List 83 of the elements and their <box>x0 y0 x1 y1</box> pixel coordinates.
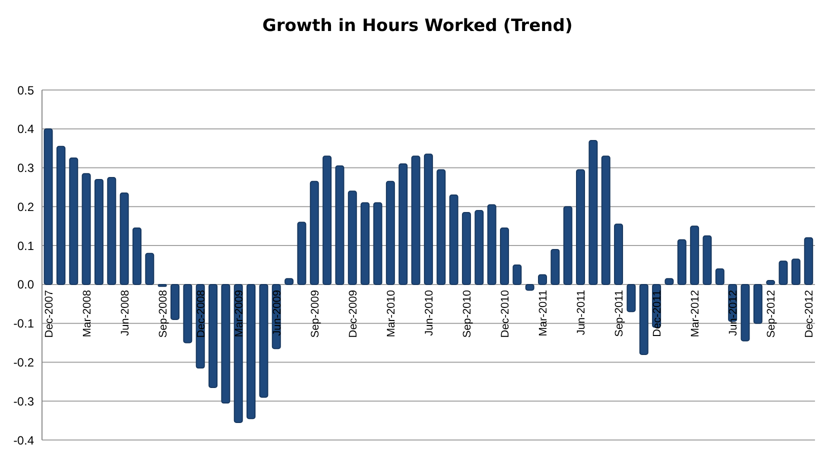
chart-title: Growth in Hours Worked (Trend) <box>261 16 574 36</box>
bar <box>411 156 420 285</box>
x-tick-label: Mar-2012 <box>690 290 702 338</box>
bar <box>500 228 509 285</box>
x-tick-label: Mar-2009 <box>233 290 246 338</box>
x-tick-label: Dec-2008 <box>195 290 208 338</box>
bar <box>208 284 218 388</box>
bar <box>550 248 560 285</box>
bar <box>297 222 306 285</box>
bar <box>639 284 648 355</box>
y-tick-label: 0.4 <box>17 122 34 136</box>
y-tick-label: 0.1 <box>17 238 34 253</box>
y-tick-label: 0.0 <box>17 278 34 292</box>
bar <box>398 163 408 285</box>
bar <box>576 169 586 285</box>
y-tick-label: -0.2 <box>13 355 34 370</box>
bar <box>702 235 712 285</box>
x-tick-label: Sep-2008 <box>157 290 170 338</box>
bar <box>791 258 800 285</box>
y-tick-label: -0.4 <box>13 433 34 448</box>
x-tick-label: Jun-2010 <box>424 290 436 336</box>
bar <box>740 284 750 342</box>
x-tick-label: Dec-2009 <box>347 290 360 338</box>
bar <box>44 128 53 285</box>
bar <box>563 206 572 285</box>
x-tick-label: Mar-2010 <box>385 290 398 338</box>
bar <box>259 284 268 398</box>
bar <box>462 212 471 285</box>
bar <box>690 226 700 285</box>
bar <box>512 264 522 285</box>
bar <box>804 237 814 285</box>
bar <box>335 165 344 285</box>
bar <box>614 224 624 285</box>
y-tick-label: 0.5 <box>17 83 34 98</box>
bar <box>424 154 433 285</box>
x-tick-label: Dec-2010 <box>500 290 512 338</box>
bar <box>386 180 395 285</box>
bar <box>310 180 319 285</box>
bar <box>322 156 332 285</box>
bar <box>170 284 180 320</box>
x-tick-label: Sep-2010 <box>462 290 474 338</box>
y-tick-label: 0.3 <box>17 161 34 176</box>
x-tick-label: Jun-2011 <box>576 290 588 336</box>
bar <box>69 158 78 285</box>
bar <box>82 173 91 285</box>
x-tick-label: Mar-2008 <box>81 290 94 338</box>
y-tick-label: -0.3 <box>13 394 34 408</box>
x-tick-label: Jun-2008 <box>119 290 132 336</box>
bar <box>94 178 104 285</box>
bar <box>360 202 370 285</box>
bar <box>588 140 598 285</box>
bar <box>246 284 256 420</box>
bar <box>145 252 154 285</box>
bar <box>107 177 116 285</box>
bar <box>56 146 66 285</box>
x-tick-label: Sep-2012 <box>766 290 778 338</box>
x-tick-label: Dec-2011 <box>652 290 664 337</box>
bar <box>183 284 192 344</box>
bar <box>487 204 496 285</box>
bar <box>601 156 610 285</box>
x-tick-label: Dec-2012 <box>804 290 816 338</box>
y-tick-label: -0.1 <box>13 316 34 331</box>
bar <box>715 268 724 285</box>
y-tick-label: 0.2 <box>17 200 34 214</box>
bar <box>778 260 788 285</box>
bar <box>474 210 484 285</box>
bar <box>132 228 142 285</box>
bar <box>753 284 762 324</box>
bar <box>449 194 458 285</box>
x-tick-label: Jun-2012 <box>728 290 740 336</box>
bar <box>538 274 547 285</box>
bar <box>677 239 686 285</box>
bar <box>436 169 446 285</box>
bar <box>348 190 357 285</box>
x-tick-label: Sep-2009 <box>309 290 322 338</box>
x-tick-label: Jun-2009 <box>271 290 284 336</box>
x-tick-label: Dec-2007 <box>43 290 56 338</box>
bar <box>626 284 636 312</box>
bar <box>221 284 230 404</box>
x-tick-label: Mar-2011 <box>538 290 550 336</box>
bar <box>120 192 129 285</box>
bar <box>373 202 382 285</box>
x-tick-label: Sep-2011 <box>614 290 626 337</box>
